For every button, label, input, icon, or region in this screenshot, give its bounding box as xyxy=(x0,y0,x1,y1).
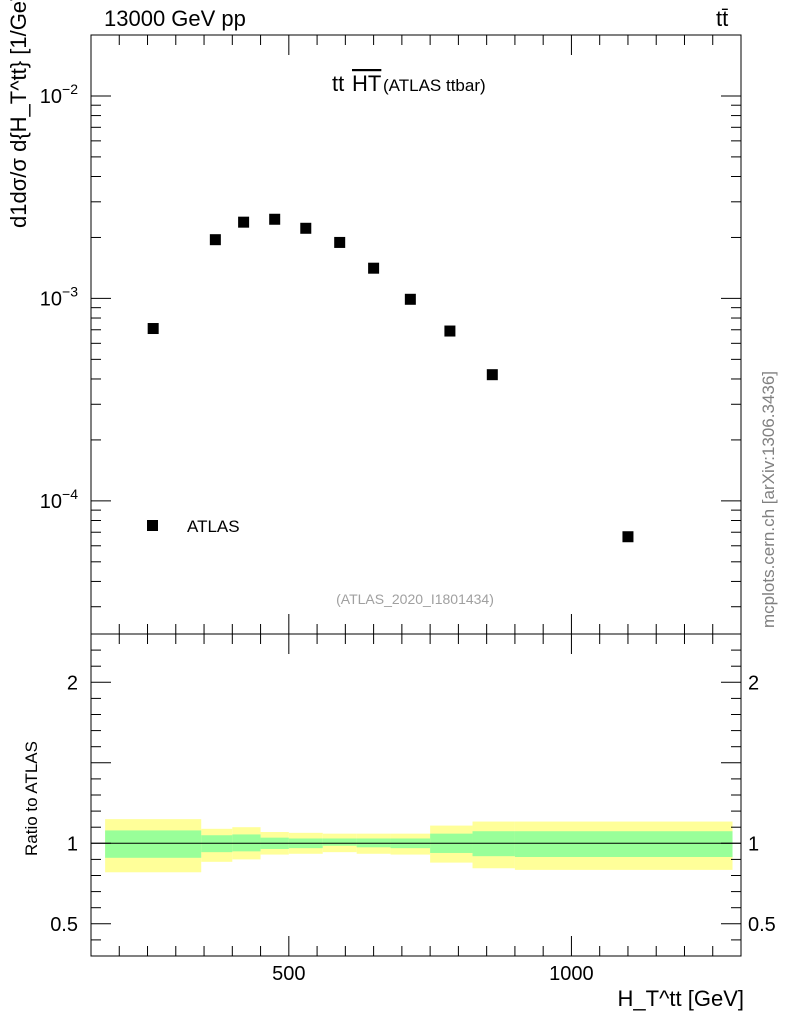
data-point xyxy=(209,234,221,246)
main-title: tt HT (ATLAS ttbar) xyxy=(332,71,486,96)
ratio-frame xyxy=(90,633,742,957)
data-point xyxy=(147,323,159,335)
title-prefix: tt xyxy=(332,71,344,96)
x-tick-label: 1000 xyxy=(549,963,594,985)
ratio-band-bin xyxy=(105,830,202,858)
process-label: tt̄ xyxy=(716,6,729,31)
data-point xyxy=(404,293,416,305)
data-point xyxy=(368,262,380,274)
ratio-band-bin xyxy=(322,838,357,846)
main-panel: tt HT (ATLAS ttbar) (ATLAS_2020_I1801434… xyxy=(40,34,742,635)
data-point xyxy=(444,325,456,337)
main-y-tick-label: 10−2 xyxy=(40,81,78,108)
main-y-tick-label: 10−4 xyxy=(40,486,78,513)
ratio-y-tick-label: 1 xyxy=(67,833,78,855)
legend: ATLAS xyxy=(147,517,240,536)
legend-marker xyxy=(147,520,158,531)
data-point xyxy=(622,531,634,543)
ratio-band-bin xyxy=(514,831,733,857)
ratio-y-tick-label-right: 0.5 xyxy=(748,914,776,936)
data-point xyxy=(300,222,312,234)
ratio-ticks: 0.5 0.5 1 1 2 2 500 1000 xyxy=(50,634,776,985)
main-ticks: 10−2 10−3 10−4 xyxy=(40,34,742,634)
data-point xyxy=(334,236,346,248)
ratio-y-tick-label: 0.5 xyxy=(50,914,78,936)
analysis-label: (ATLAS_2020_I1801434) xyxy=(336,591,494,607)
x-axis-label: H_T^tt [GeV] xyxy=(617,986,744,1011)
ratio-y-tick-label-right: 1 xyxy=(748,833,759,855)
energy-label: 13000 GeV pp xyxy=(104,6,246,31)
main-y-tick-label: 10−3 xyxy=(40,283,78,310)
title-overline: HT xyxy=(352,71,381,96)
ratio-bands xyxy=(91,819,741,873)
title-suffix: (ATLAS ttbar) xyxy=(383,76,486,95)
ratio-y-tick-label-right: 2 xyxy=(748,672,759,694)
data-point xyxy=(486,369,498,381)
data-point xyxy=(238,216,250,228)
ratio-panel: 0.5 0.5 1 1 2 2 500 1000 xyxy=(50,633,776,985)
ratio-y-tick-label: 2 xyxy=(67,672,78,694)
main-data-points xyxy=(147,213,634,543)
legend-entry-atlas: ATLAS xyxy=(187,517,240,536)
main-frame xyxy=(90,34,742,635)
data-point xyxy=(269,213,281,225)
x-tick-label: 500 xyxy=(272,963,305,985)
